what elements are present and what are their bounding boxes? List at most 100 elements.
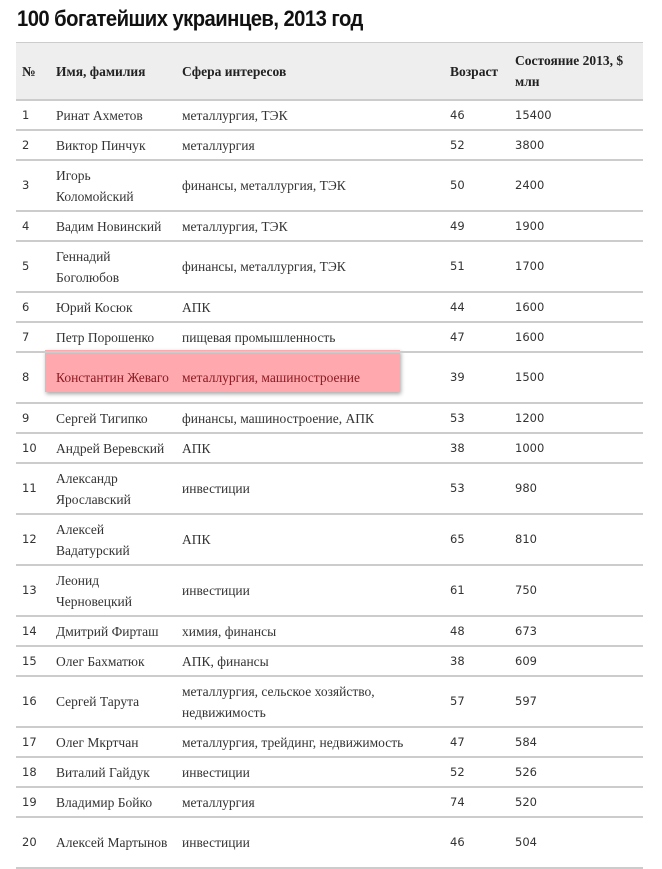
cell-name: Виталий Гайдук	[50, 757, 176, 788]
cell-wealth: 810	[509, 514, 643, 566]
cell-sphere: инвестиции	[176, 817, 444, 869]
page-title: 100 богатейших украинцев, 2013 год	[17, 6, 363, 31]
cell-number: 19	[16, 787, 50, 818]
cell-sphere: АПК	[176, 292, 444, 323]
cell-name: Игорь Коломойский	[50, 160, 176, 212]
cell-age: 52	[444, 757, 509, 788]
cell-wealth: 597	[509, 676, 643, 728]
cell-age: 44	[444, 292, 509, 323]
cell-name: Андрей Веревский	[50, 433, 176, 464]
cell-age: 49	[444, 211, 509, 242]
cell-wealth: 750	[509, 565, 643, 617]
cell-sphere: химия, финансы	[176, 616, 444, 647]
cell-name: Дмитрий Фирташ	[50, 616, 176, 647]
cell-name: Вадим Новинский	[50, 211, 176, 242]
header-name[interactable]: Имя, фамилия	[50, 42, 176, 101]
cell-number: 15	[16, 646, 50, 677]
table-row: 13 Леонид Черновецкий инвестиции 61 750	[16, 565, 643, 617]
cell-wealth: 584	[509, 727, 643, 758]
cell-wealth: 980	[509, 463, 643, 515]
cell-number: 17	[16, 727, 50, 758]
cell-wealth: 1700	[509, 241, 643, 293]
table-row: 14 Дмитрий Фирташ химия, финансы 48 673	[16, 616, 643, 647]
cell-sphere: металлургия, машиностроение	[176, 352, 444, 404]
cell-name: Олег Бахматюк	[50, 646, 176, 677]
cell-sphere: пищевая промышленность	[176, 322, 444, 353]
cell-number: 13	[16, 565, 50, 617]
cell-name: Леонид Черновецкий	[50, 565, 176, 617]
cell-number: 4	[16, 211, 50, 242]
cell-name: Алексей Мартынов	[50, 817, 176, 869]
cell-sphere: инвестиции	[176, 757, 444, 788]
cell-wealth: 1000	[509, 433, 643, 464]
cell-sphere: металлургия, сельское хозяйство, недвижи…	[176, 676, 444, 728]
cell-age: 39	[444, 352, 509, 404]
header-age[interactable]: Возраст	[444, 42, 509, 101]
cell-age: 48	[444, 616, 509, 647]
cell-name: Геннадий Боголюбов	[50, 241, 176, 293]
header-sphere[interactable]: Сфера интересов	[176, 42, 444, 101]
cell-number: 5	[16, 241, 50, 293]
cell-name: Юрий Косюк	[50, 292, 176, 323]
cell-wealth: 1200	[509, 403, 643, 434]
cell-sphere: металлургия	[176, 130, 444, 161]
cell-number: 7	[16, 322, 50, 353]
table-row: 12 Алексей Вадатурский АПК 65 810	[16, 514, 643, 566]
table-row: 3 Игорь Коломойский финансы, металлургия, …	[16, 160, 643, 212]
table-row: 4 Вадим Новинский металлургия, ТЭК 49 1900	[16, 211, 643, 242]
cell-wealth: 15400	[509, 100, 643, 131]
cell-name: Владимир Бойко	[50, 787, 176, 818]
cell-name: Сергей Тигипко	[50, 403, 176, 434]
header-wealth[interactable]: Состояние 2013, $ млн	[509, 42, 643, 101]
cell-sphere: инвестиции	[176, 565, 444, 617]
cell-name: Ринат Ахметов	[50, 100, 176, 131]
cell-wealth: 1500	[509, 352, 643, 404]
cell-number: 2	[16, 130, 50, 161]
table-row: 17 Олег Мкртчан металлургия, трейдинг, нед…	[16, 727, 643, 758]
cell-age: 57	[444, 676, 509, 728]
cell-age: 46	[444, 817, 509, 869]
cell-age: 53	[444, 403, 509, 434]
cell-wealth: 520	[509, 787, 643, 818]
cell-age: 61	[444, 565, 509, 617]
table-row-highlighted: 8 Константин Жеваго металлургия, машиностр…	[16, 352, 643, 404]
cell-age: 38	[444, 646, 509, 677]
cell-name: Олег Мкртчан	[50, 727, 176, 758]
cell-number: 10	[16, 433, 50, 464]
header-number[interactable]: №	[16, 42, 50, 101]
table-row: 2 Виктор Пинчук металлургия 52 3800	[16, 130, 643, 161]
cell-wealth: 1600	[509, 292, 643, 323]
cell-name: Александр Ярославский	[50, 463, 176, 515]
cell-age: 46	[444, 100, 509, 131]
table-row: 20 Алексей Мартынов инвестиции 46 504	[16, 817, 643, 869]
cell-sphere: АПК, финансы	[176, 646, 444, 677]
cell-number: 1	[16, 100, 50, 131]
cell-age: 53	[444, 463, 509, 515]
table-row: 6 Юрий Косюк АПК 44 1600	[16, 292, 643, 323]
cell-wealth: 1900	[509, 211, 643, 242]
cell-age: 74	[444, 787, 509, 818]
cell-name: Константин Жеваго	[50, 352, 176, 404]
cell-age: 52	[444, 130, 509, 161]
cell-age: 38	[444, 433, 509, 464]
table-row: 16 Сергей Тарута металлургия, сельское хоз…	[16, 676, 643, 728]
cell-number: 3	[16, 160, 50, 212]
rich-list-table: № Имя, фамилия Сфера интересов Возраст С…	[16, 42, 643, 869]
cell-sphere: финансы, машиностроение, АПК	[176, 403, 444, 434]
cell-wealth: 2400	[509, 160, 643, 212]
cell-name: Алексей Вадатурский	[50, 514, 176, 566]
cell-name: Сергей Тарута	[50, 676, 176, 728]
cell-number: 6	[16, 292, 50, 323]
table-row: 19 Владимир Бойко металлургия 74 520	[16, 787, 643, 818]
table-row: 5 Геннадий Боголюбов финансы, металлургия,…	[16, 241, 643, 293]
cell-sphere: металлургия, трейдинг, недвижимость	[176, 727, 444, 758]
cell-sphere: металлургия, ТЭК	[176, 211, 444, 242]
cell-sphere: финансы, металлургия, ТЭК	[176, 160, 444, 212]
table-row: 18 Виталий Гайдук инвестиции 52 526	[16, 757, 643, 788]
cell-number: 12	[16, 514, 50, 566]
table-row: 9 Сергей Тигипко финансы, машиностроение, …	[16, 403, 643, 434]
cell-wealth: 1600	[509, 322, 643, 353]
cell-age: 50	[444, 160, 509, 212]
cell-age: 47	[444, 727, 509, 758]
cell-wealth: 504	[509, 817, 643, 869]
